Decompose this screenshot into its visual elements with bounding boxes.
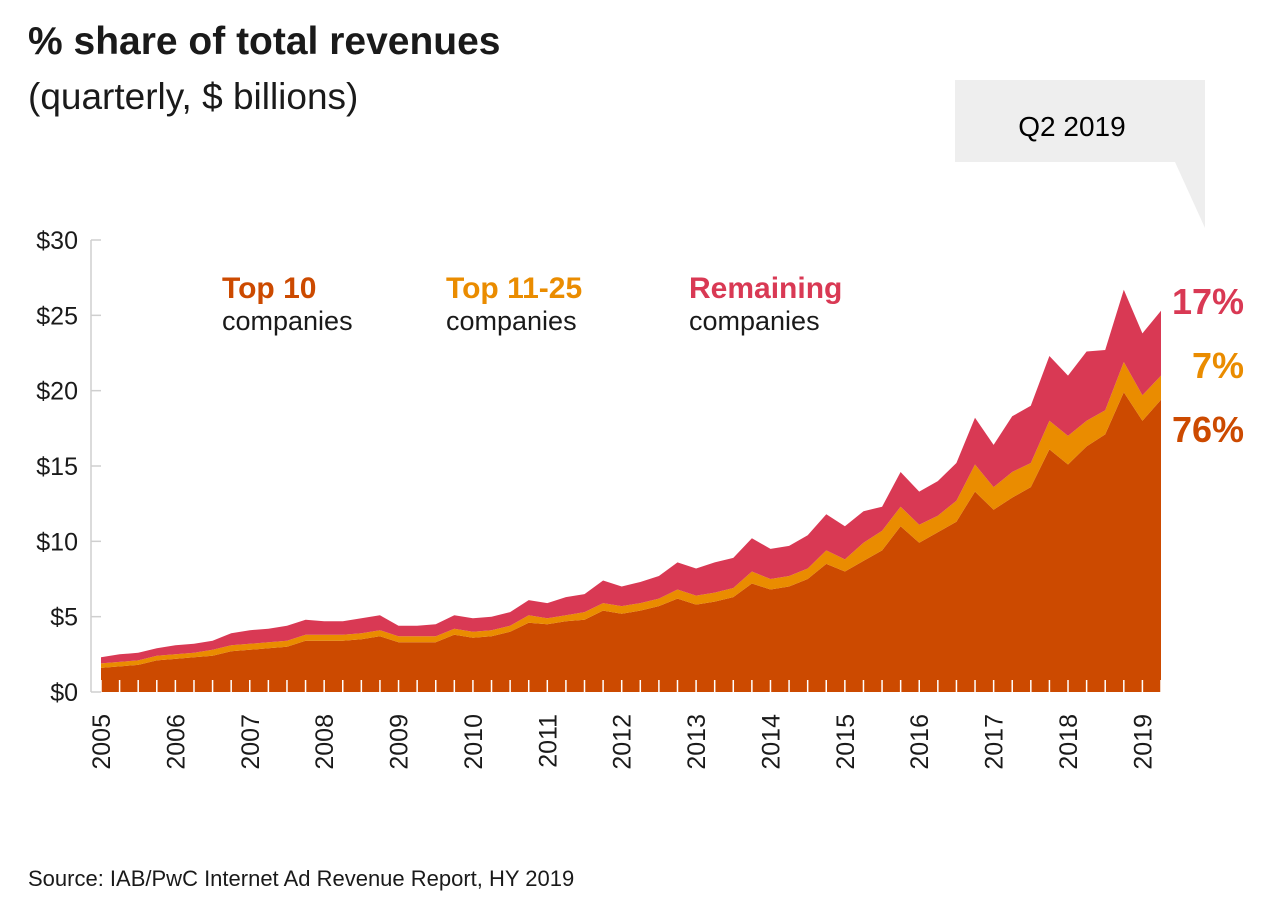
callout-shape: [955, 80, 1205, 228]
quarter-ticks: [100, 680, 1162, 692]
x-tick-label: 2019: [1129, 714, 1157, 770]
legend-label: Top 11-25: [446, 272, 582, 305]
x-tick-label: 2007: [237, 714, 265, 770]
callout-label: Q2 2019: [1018, 111, 1125, 142]
x-tick-label: 2016: [906, 714, 934, 770]
x-tick-label: 2018: [1055, 714, 1083, 770]
source-note: Source: IAB/PwC Internet Ad Revenue Repo…: [28, 866, 575, 891]
x-tick-label: 2009: [386, 714, 414, 770]
x-tick-label: 2014: [757, 714, 785, 770]
chart-title: % share of total revenues: [28, 20, 501, 63]
area-remaining: [101, 289, 1161, 664]
x-tick-label: 2017: [981, 714, 1009, 770]
x-tick-label: 2013: [683, 714, 711, 770]
end-label: 17%: [1172, 281, 1244, 322]
x-tick-label: 2010: [460, 714, 488, 770]
legend-label: Remaining: [689, 272, 842, 305]
legend-label: Top 10: [222, 272, 316, 305]
area-top-10: [101, 392, 1161, 692]
chart-subtitle: (quarterly, $ billions): [28, 76, 359, 117]
end-label: 7%: [1192, 345, 1244, 386]
x-tick-label: 2005: [88, 714, 116, 770]
end-label: 76%: [1172, 409, 1244, 450]
x-tick-label: 2015: [832, 714, 860, 770]
legend-sublabel: companies: [689, 306, 820, 336]
end-labels: 17% 7% 76%: [1172, 281, 1244, 450]
legend-sublabel: companies: [446, 306, 577, 336]
y-tick-label: $5: [50, 604, 78, 632]
y-tick-label: $10: [36, 528, 78, 556]
x-tick-label: 2011: [534, 714, 562, 768]
area-layers: [101, 289, 1161, 692]
axes: $0 $5 $10 $15 $20 $25 $30 2005 2006 2007 2008 2009 2…: [36, 227, 1157, 770]
callout-bubble: Q2 2019: [955, 80, 1205, 228]
y-tick-label: $30: [36, 227, 78, 255]
y-tick-label: $15: [36, 453, 78, 481]
y-tick-label: $25: [36, 302, 78, 330]
legend-sublabel: companies: [222, 306, 353, 336]
y-tick-label: $20: [36, 378, 78, 406]
area-top-11-25: [101, 362, 1161, 668]
y-tick-label: $0: [50, 679, 78, 707]
x-tick-label: 2012: [609, 714, 637, 770]
x-tick-label: 2008: [311, 714, 339, 770]
x-tick-label: 2006: [162, 714, 190, 770]
